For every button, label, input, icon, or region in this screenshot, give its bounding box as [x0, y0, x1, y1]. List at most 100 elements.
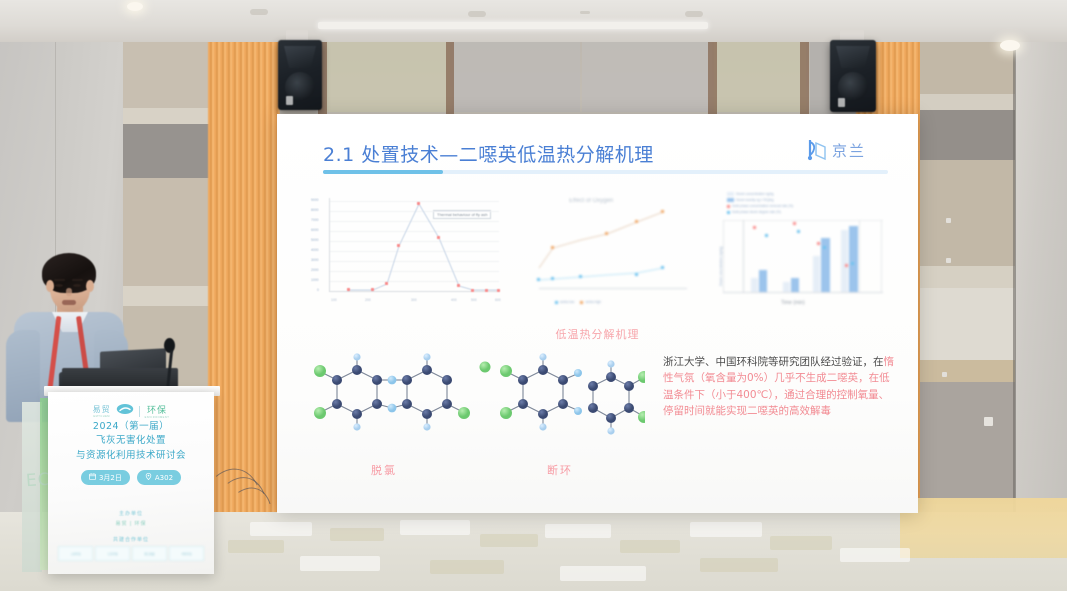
chart-1-grid: [329, 221, 499, 222]
chart-3-scatter-blue: [823, 246, 827, 250]
wall-band-right-white: [920, 288, 1016, 362]
chart-1-grid: [329, 241, 499, 242]
wall-partition-right: [1015, 22, 1067, 532]
chart-1-xaxis: [329, 291, 499, 292]
carpet-pattern: [560, 566, 646, 581]
slide-body-text: 浙江大学、中国环科院等研究团队经过验证，在惰性气氛（氧含量为0%）几乎不生成二噁…: [663, 354, 899, 419]
chart-3-bar: [791, 278, 799, 292]
title-progress-fill: [323, 170, 443, 174]
chart-1-point: [437, 236, 441, 240]
chlorine-atom: [500, 407, 512, 419]
wall-band-light-1: [122, 108, 212, 126]
chlorine-atom: [458, 407, 470, 419]
chlorine-atom-released: [479, 361, 491, 373]
carpet-pattern: [545, 524, 611, 538]
podium-cooperation-heading: 共建合作单位: [112, 537, 149, 543]
carpet-pattern: [250, 522, 312, 536]
cooperation-logo-cell: 浙江固废: [132, 546, 167, 561]
podium-badges: 3月2日 A302: [48, 470, 214, 485]
wall-band-right-light-1: [920, 94, 1016, 112]
molecule-dechlorination: [320, 358, 464, 426]
chlorine-atom: [638, 411, 650, 423]
chart-1-grid: [329, 211, 499, 212]
carbon-atom: [402, 375, 412, 385]
chart-2-point-high: [635, 220, 639, 224]
carbon-atom: [518, 399, 528, 409]
slide-title: 2.1 处置技术—二噁英低温热分解机理: [323, 144, 654, 166]
chlorine-atom: [314, 365, 326, 377]
carbon-atom: [442, 375, 452, 385]
chart-dioxin-bars: Dioxin concentration ng/kg Dioxin toxici…: [709, 190, 899, 318]
title-progress-track: [323, 170, 888, 174]
carbon-atom: [332, 399, 342, 409]
legend-swatch-icon: [727, 192, 734, 196]
presenter-brow-left: [54, 279, 65, 281]
chart-2-legend: series-low series-high: [555, 300, 601, 304]
chart-3-scatter-red: [793, 222, 797, 226]
chart-1-ytick: 7000: [311, 218, 319, 222]
chart-1-xtick: 100: [331, 298, 337, 302]
chart-3-legend-label: Dioxin toxicity ng I-TEQ/kg: [736, 198, 774, 202]
wall-partition-edge: [1013, 22, 1016, 534]
oxygen-atom: [574, 407, 582, 415]
wall-band-beige-upper: [122, 34, 212, 112]
chart-thermal-behaviour: Thermal behaviour of fly ash 9000 8000 7…: [311, 190, 526, 318]
hydrogen-atom: [423, 423, 431, 431]
speaker-cone-right: [838, 72, 868, 102]
carbon-atom: [624, 381, 634, 391]
chart-3-yaxis: [743, 220, 744, 292]
carpet-pattern: [700, 558, 778, 572]
chart-1-point: [485, 289, 489, 293]
chart-3-xaxis: [723, 292, 883, 293]
chart-3-scatter-red: [817, 242, 821, 246]
podium-side-panel: [22, 402, 42, 572]
carbon-atom: [606, 413, 616, 423]
chart-3-bar: [821, 238, 830, 292]
chart-2-title: Effect of Oxygen: [569, 198, 614, 204]
podium-brand-left-sub: EMTCHEM: [93, 415, 110, 418]
podium-title-line-1: 2024（第一届）: [92, 421, 170, 432]
ceiling-downlight-right: [1000, 40, 1020, 51]
chart-3-bar: [759, 270, 767, 292]
molecule-label-ring-opening: 断环: [547, 464, 573, 477]
carbon-atom: [422, 409, 432, 419]
ceiling-vent-center-left: [468, 11, 486, 17]
chart-1-ytick: 8000: [311, 208, 319, 212]
wall-band-beige-mid: [122, 178, 212, 288]
chart-3-yaxis-2: [723, 220, 724, 292]
status-badge-date: 3月2日: [80, 470, 130, 485]
chart-1-xtick: 500: [471, 298, 477, 302]
carbon-atom: [518, 375, 528, 385]
ceiling-speaker-right: [830, 40, 876, 112]
carbon-atom: [352, 409, 362, 419]
carpet-pattern: [300, 556, 380, 571]
podium-cooperation-grid: 上海环境 江苏环保 浙江固废 中科环境: [58, 546, 204, 561]
chart-3-legend-2: Dioxin toxicity ng I-TEQ/kg: [727, 198, 774, 202]
chart-2-legend-item-2: series-high: [585, 300, 601, 304]
chart-1-ytick: 3000: [311, 258, 319, 262]
podium-brand-left: 易贸: [92, 405, 111, 414]
wall-band-right-beige-mid: [920, 160, 1016, 268]
chart-1-ytick: 2000: [311, 268, 319, 272]
chart-1-xtick: 600: [495, 298, 501, 302]
carpet-pattern: [228, 540, 284, 553]
chart-3-scatter-red: [753, 226, 757, 230]
hydrogen-atom: [353, 353, 361, 361]
hydrogen-atom: [607, 427, 615, 435]
chart-1-point: [417, 202, 421, 206]
chart-2-xaxis: [539, 288, 687, 289]
carbon-atom: [588, 403, 598, 413]
legend-marker-icon: [727, 210, 730, 214]
podium-brand-divider: [138, 405, 140, 417]
podium-brand-right-sub: ENVIRONMENT: [144, 416, 170, 419]
carbon-atom: [606, 372, 616, 382]
presenter-eye-left: [55, 284, 63, 287]
presenter-brow-right: [72, 279, 83, 281]
chart-3-scatter-blue: [797, 230, 801, 234]
charts-row: Thermal behaviour of fly ash 9000 8000 7…: [301, 190, 896, 318]
wall-band-right-tan: [920, 360, 1016, 384]
oxygen-atom: [387, 403, 397, 413]
wall-center-panel-a: [326, 38, 450, 112]
presenter-eye-right: [73, 284, 81, 287]
